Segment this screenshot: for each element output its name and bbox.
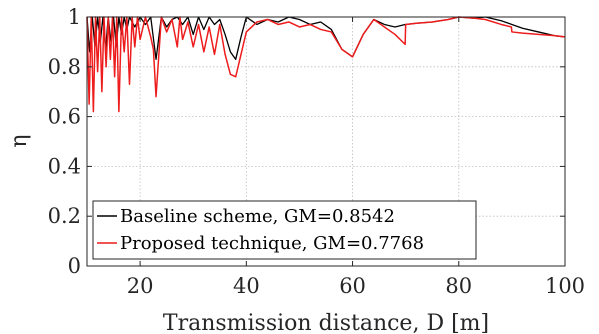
- x-tick-label: 20: [127, 274, 154, 298]
- x-tick-labels: 20 40 60 80 100: [127, 274, 585, 298]
- legend-label-proposed: Proposed technique, GM=0.7768: [120, 233, 424, 254]
- y-tick-label: 0.6: [48, 105, 81, 129]
- y-tick-label: 0.2: [48, 204, 81, 228]
- series-line-proposed: [86, 16, 566, 113]
- x-tick-label: 60: [339, 274, 366, 298]
- legend: Baseline scheme, GM=0.8542 Proposed tech…: [92, 200, 477, 260]
- y-axis-label: η: [7, 134, 32, 147]
- y-tick-label: 0: [68, 254, 81, 278]
- x-tick-label: 100: [545, 274, 585, 298]
- x-axis-label: Transmission distance, D [m]: [163, 311, 489, 334]
- y-tick-labels: 0 0.2 0.4 0.6 0.8 1: [48, 5, 81, 278]
- legend-box: [92, 200, 477, 260]
- y-tick-label: 0.4: [48, 154, 81, 178]
- x-tick-label: 80: [445, 274, 472, 298]
- series-layer: [86, 16, 566, 113]
- legend-label-baseline: Baseline scheme, GM=0.8542: [120, 206, 395, 227]
- y-tick-label: 0.8: [48, 55, 81, 79]
- y-tick-label: 1: [68, 5, 81, 29]
- ticks: [87, 16, 566, 267]
- plot-frame: [86, 16, 566, 267]
- x-tick-label: 40: [233, 274, 260, 298]
